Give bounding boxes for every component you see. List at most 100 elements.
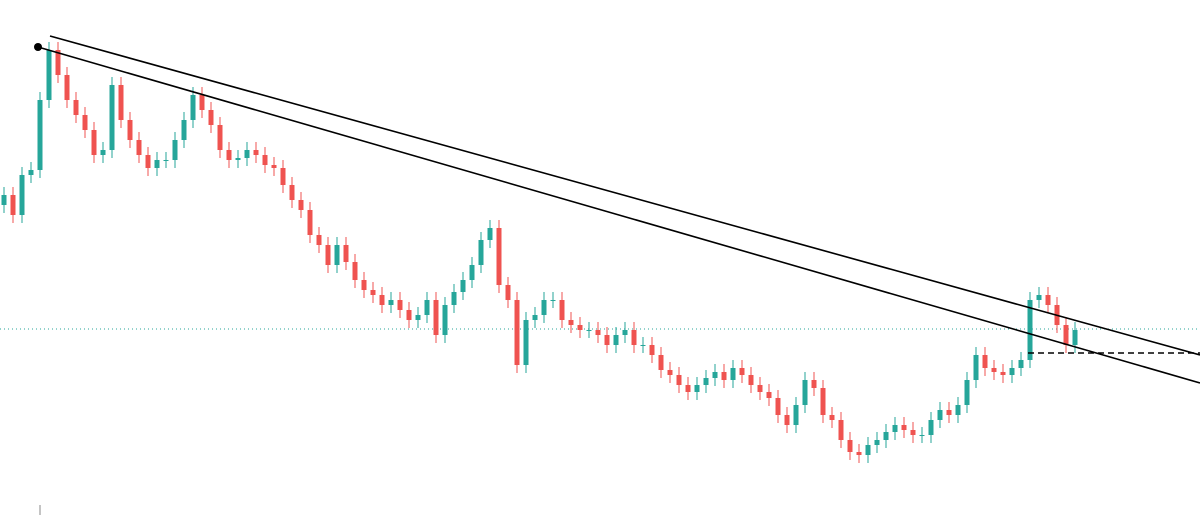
candle-body (622, 330, 628, 335)
trendline[interactable] (49, 35, 1200, 356)
candle-body (856, 452, 862, 455)
candle-body (613, 335, 619, 345)
candle-body (694, 385, 700, 392)
candle-body (721, 372, 727, 380)
candle-body (883, 432, 889, 440)
candle-body (604, 335, 610, 345)
candle-body (1000, 372, 1006, 375)
candle-body (712, 372, 718, 378)
candle-body (982, 355, 988, 368)
candle-body (55, 50, 61, 75)
candle-body (172, 140, 178, 160)
candle-body (1072, 330, 1078, 345)
candle-body (325, 245, 331, 265)
candle-body (748, 375, 754, 385)
candle-body (775, 398, 781, 415)
candle-body (10, 195, 16, 215)
candle-body (793, 405, 799, 425)
candle-body (397, 300, 403, 310)
candle-body (568, 320, 574, 325)
candle-body (469, 265, 475, 280)
candle-body (208, 110, 214, 125)
candle-body (829, 415, 835, 420)
candle-body (973, 355, 979, 380)
candle-body (586, 330, 592, 331)
candle-body (928, 420, 934, 435)
candle-body (109, 85, 115, 150)
candle-body (874, 440, 880, 445)
candle-body (676, 375, 682, 385)
candle-body (802, 380, 808, 405)
candle-body (847, 440, 853, 452)
candle-body (946, 410, 952, 415)
candle-body (289, 185, 295, 200)
candle-body (964, 380, 970, 405)
candle-body (406, 310, 412, 320)
candle-body (235, 158, 241, 160)
candle-body (577, 325, 583, 330)
candle-body (631, 330, 637, 345)
candle-body (1036, 295, 1042, 300)
candle-body (64, 75, 70, 100)
candle-body (226, 150, 232, 160)
candle-body (478, 240, 484, 265)
candle-body (316, 235, 322, 245)
anchor-handle[interactable] (34, 43, 42, 51)
candle-body (37, 100, 43, 170)
candle-body (523, 320, 529, 365)
candle-body (1009, 368, 1015, 375)
candles (1, 42, 1078, 463)
candle-body (496, 228, 502, 285)
candle-body (199, 95, 205, 110)
candle-body (73, 100, 79, 115)
candle-body (649, 345, 655, 355)
trendline[interactable] (37, 46, 1200, 384)
candle-body (838, 420, 844, 440)
candle-body (595, 330, 601, 335)
candle-body (82, 115, 88, 130)
candle-body (541, 300, 547, 315)
candle-body (559, 300, 565, 320)
candle-body (703, 378, 709, 385)
candle-body (451, 292, 457, 305)
candle-body (811, 380, 817, 388)
candle-body (532, 315, 538, 320)
candle-body (1, 195, 7, 205)
candle-body (514, 300, 520, 365)
candle-body (955, 405, 961, 415)
candle-body (379, 295, 385, 305)
candle-body (820, 388, 826, 415)
candle-body (46, 50, 52, 100)
candle-body (91, 130, 97, 155)
candle-body (424, 300, 430, 315)
candle-body (505, 285, 511, 300)
candle-body (343, 245, 349, 262)
candle-body (181, 120, 187, 140)
candle-body (298, 200, 304, 210)
candle-body (442, 305, 448, 335)
candle-body (919, 435, 925, 436)
candle-body (730, 368, 736, 380)
candle-body (910, 430, 916, 435)
candle-body (163, 160, 169, 161)
candle-body (100, 150, 106, 155)
candle-body (487, 228, 493, 240)
candle-body (784, 415, 790, 425)
candle-body (370, 290, 376, 295)
candle-body (262, 155, 268, 165)
candle-body (253, 150, 259, 155)
candle-body (334, 245, 340, 265)
candle-body (460, 280, 466, 292)
candle-body (280, 168, 286, 185)
candle-body (190, 95, 196, 120)
candle-body (766, 392, 772, 398)
candle-body (388, 300, 394, 305)
candle-body (415, 315, 421, 320)
candle-body (757, 385, 763, 392)
candle-body (136, 140, 142, 155)
candle-body (667, 370, 673, 375)
candle-body (352, 262, 358, 280)
candle-body (127, 120, 133, 140)
